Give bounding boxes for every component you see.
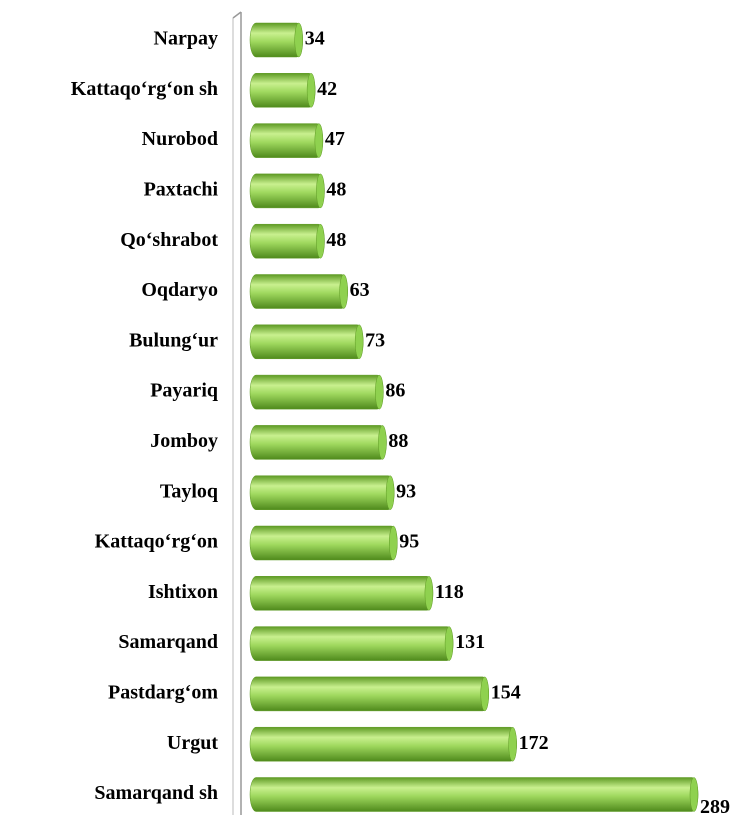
- bar-cap: [375, 374, 384, 410]
- value-label: 172: [519, 732, 549, 754]
- y-tick-label: Narpay: [154, 28, 218, 50]
- value-label: 73: [365, 329, 385, 351]
- y-tick-label: Qo‘shrabot: [120, 229, 218, 251]
- bar-cap: [424, 576, 434, 611]
- value-label: 118: [435, 581, 464, 603]
- bar-cap: [480, 676, 489, 712]
- value-label: 154: [491, 681, 521, 703]
- bar: [249, 274, 348, 309]
- bar-cap: [316, 223, 325, 259]
- bar: [249, 525, 398, 561]
- value-label: 93: [396, 480, 416, 502]
- value-label: 48: [326, 229, 346, 251]
- value-label: 88: [388, 430, 408, 452]
- y-tick-label: Jomboy: [150, 430, 218, 452]
- y-tick-label: Samarqand: [118, 631, 218, 653]
- y-tick-label: Paxtachi: [144, 178, 219, 200]
- y-tick-label: Bulung‘ur: [129, 329, 218, 351]
- bar: [249, 475, 395, 510]
- value-label: 34: [305, 28, 325, 50]
- value-label: 131: [455, 631, 485, 653]
- y-tick-label: Urgut: [167, 732, 218, 754]
- value-label: 95: [399, 531, 419, 553]
- bar: [249, 576, 434, 611]
- bar-cap: [316, 173, 325, 209]
- y-tick-label: Samarqand sh: [94, 782, 218, 804]
- bar: [249, 777, 699, 812]
- bar-cap: [378, 425, 387, 460]
- value-label: 47: [325, 128, 345, 150]
- y-tick-label: Oqdaryo: [141, 279, 218, 301]
- value-label: 42: [317, 78, 337, 100]
- bar-cap: [689, 777, 699, 812]
- axis-frame: [232, 11, 242, 815]
- y-tick-label: Ishtixon: [148, 581, 218, 603]
- bar-cap: [294, 22, 303, 58]
- bar-cap: [354, 324, 364, 360]
- bar: [249, 425, 387, 460]
- y-tick-label: Payariq: [150, 380, 218, 402]
- bar: [249, 73, 316, 108]
- value-label: 289: [700, 796, 730, 815]
- value-label: 86: [385, 380, 405, 402]
- bar: [249, 324, 364, 360]
- bar-cap: [339, 274, 348, 309]
- bar: [249, 223, 325, 259]
- bar-cap: [314, 123, 324, 158]
- bar-cap: [385, 475, 395, 510]
- bar: [249, 726, 517, 762]
- bar: [249, 626, 454, 661]
- value-label: 48: [326, 178, 346, 200]
- bar: [249, 374, 384, 410]
- y-tick-label: Tayloq: [160, 480, 218, 502]
- bar-cap: [306, 73, 316, 108]
- bar-cap: [508, 726, 517, 762]
- y-tick-label: Kattaqo‘rg‘on sh: [71, 78, 218, 100]
- y-tick-label: Nurobod: [142, 128, 218, 150]
- bar-cap: [444, 626, 454, 661]
- y-tick-label: Kattaqo‘rg‘on: [95, 531, 218, 553]
- bar: [249, 676, 489, 712]
- bar-cap: [389, 525, 398, 561]
- value-label: 63: [350, 279, 370, 301]
- y-tick-label: Pastdarg‘om: [108, 681, 218, 703]
- bar: [249, 123, 324, 158]
- bar: [249, 173, 325, 209]
